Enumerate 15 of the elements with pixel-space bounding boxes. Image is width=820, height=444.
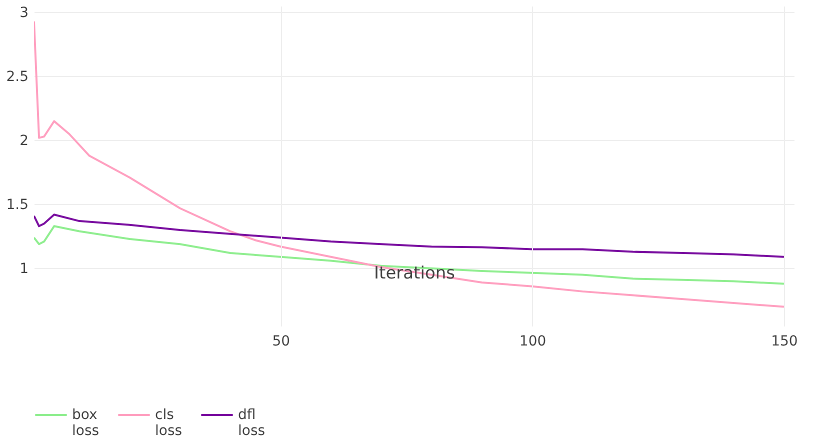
legend-label: box loss <box>72 407 100 439</box>
legend-label: dfl loss <box>238 407 266 439</box>
x-tick-label: 100 <box>519 334 546 350</box>
y-tick-label: 2.5 <box>6 68 28 85</box>
line-series <box>34 225 785 285</box>
y-tick-label: 3 <box>20 4 28 21</box>
legend-label: cls loss <box>155 407 182 439</box>
x-axis-title: Iterations <box>374 264 456 284</box>
line-series <box>34 20 785 308</box>
y-tick-label: 1 <box>20 260 28 277</box>
line-series <box>34 214 785 258</box>
y-tick-label: 1.5 <box>6 196 28 213</box>
x-tick-label: 50 <box>272 334 290 350</box>
y-tick-label: 2 <box>20 132 28 149</box>
x-tick-label: 150 <box>771 334 798 350</box>
